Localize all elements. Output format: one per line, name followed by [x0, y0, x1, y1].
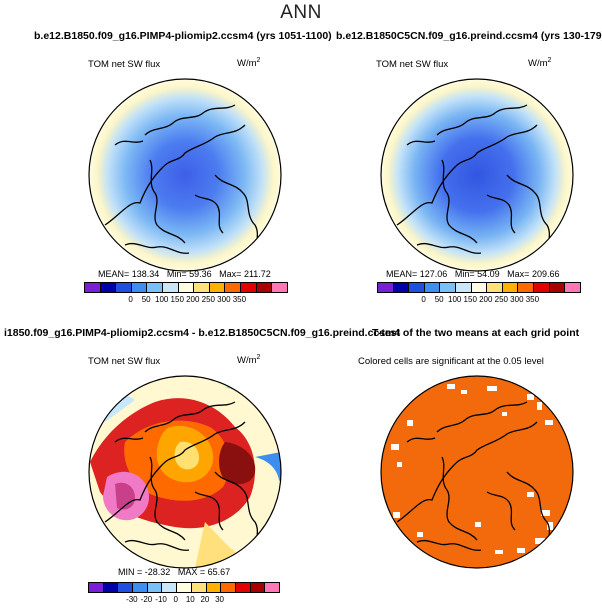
significance-fill: [381, 376, 573, 568]
field-fill: [381, 79, 573, 271]
colorbar-tick-label: 0: [173, 595, 178, 604]
colorbar-tick-label: 150: [463, 295, 477, 304]
control-panel-label: TOM net SW flux: [376, 59, 449, 70]
colorbar-swatch: [518, 283, 535, 292]
difference-panel-units: W/m2: [237, 354, 261, 367]
map-border: [88, 375, 282, 569]
colorbar-swatch: [85, 283, 101, 292]
colorbar-tick-label: 50: [141, 295, 151, 304]
non-significant-cells: [391, 384, 553, 554]
colorbar-swatch: [194, 283, 210, 292]
colorbar-swatch: [549, 283, 566, 292]
colorbar-swatch: [209, 283, 226, 292]
colorbar-swatch: [103, 583, 119, 592]
map-border: [380, 78, 574, 272]
colorbar-swatch: [162, 583, 178, 592]
colorbar-swatch: [221, 583, 236, 592]
difference-panel-label: TOM net SW flux: [88, 356, 161, 367]
colorbar-tick-label: 200: [186, 295, 200, 304]
colorbar-swatch: [225, 283, 242, 292]
colorbar-tick-label: 300: [217, 295, 231, 304]
colorbar-tick-label: 0: [128, 295, 133, 304]
control-panel-colorbar: [377, 282, 581, 293]
colorbar-swatch: [116, 283, 132, 292]
colorbar-swatch: [89, 583, 104, 592]
ttest-panel-map: [380, 375, 574, 569]
colorbar-swatch: [272, 283, 287, 292]
colorbar-tick-label: 100: [155, 295, 169, 304]
case-panel-units: W/m2: [237, 57, 261, 70]
map-border: [380, 375, 574, 569]
colorbar-swatch: [265, 583, 279, 592]
colorbar-swatch: [440, 283, 457, 292]
colorbar-swatch: [131, 283, 148, 292]
map-border: [88, 78, 282, 272]
colorbar-tick-label: 50: [434, 295, 444, 304]
colorbar-swatch: [241, 283, 257, 292]
difference-panel-map: [88, 375, 282, 569]
colorbar-tick-label: -10: [155, 595, 167, 604]
colorbar-swatch: [534, 283, 550, 292]
control-panel-title: b.e12.B1850C5CN.f09_g16.preind.ccsm4 (yr…: [336, 30, 602, 42]
difference-panel-title: i1850.f09_g16.PIMP4-pliomip2.ccsm4 - b.e…: [4, 327, 401, 339]
control-panel-stats: MEAN= 127.06 Min= 54.09 Max= 209.66: [386, 269, 560, 279]
colorbar-tick-label: 30: [215, 595, 224, 604]
case-panel-stats: MEAN= 138.34 Min= 59.36 Max= 211.72: [98, 269, 271, 279]
colorbar-swatch: [256, 283, 273, 292]
colorbar-swatch: [424, 283, 441, 292]
case-panel-title: b.e12.B1850.f09_g16.PIMP4-pliomip2.ccsm4…: [34, 30, 332, 42]
ttest-panel-title: T-test of the two means at each grid poi…: [372, 327, 580, 339]
colorbar-swatch: [163, 283, 179, 292]
colorbar-tick-label: 250: [201, 295, 215, 304]
colorbar-swatch: [565, 283, 580, 292]
colorbar-tick-label: 350: [525, 295, 540, 304]
colorbar-tick-label: 150: [170, 295, 184, 304]
field-fill: [89, 79, 281, 271]
case-panel-colorbar: [84, 282, 288, 293]
colorbar-tick-label: 350: [232, 295, 247, 304]
colorbar-tick-label: 20: [200, 595, 210, 604]
colorbar-swatch: [178, 283, 195, 292]
case-panel-label: TOM net SW flux: [88, 59, 161, 70]
control-panel-map: [380, 78, 574, 272]
colorbar-tick-label: -20: [140, 595, 153, 604]
colorbar-swatch: [378, 283, 394, 292]
colorbar-swatch: [147, 583, 163, 592]
colorbar-tick-label: 10: [185, 595, 195, 604]
control-panel-units: W/m2: [528, 57, 552, 70]
difference-panel-stats: MIN = -28.32 MAX = 65.67: [118, 567, 231, 577]
colorbar-swatch: [393, 283, 410, 292]
colorbar-swatch: [206, 583, 222, 592]
colorbar-swatch: [235, 583, 251, 592]
colorbar-swatch: [191, 583, 207, 592]
colorbar-swatch: [250, 583, 266, 592]
colorbar-tick-label: 300: [510, 295, 524, 304]
colorbar-tick-label: 200: [479, 295, 493, 304]
coastlines: [396, 104, 552, 258]
figure-title: ANN: [280, 2, 322, 23]
colorbar-tick-label: 0: [421, 295, 426, 304]
colorbar-tick-label: 100: [448, 295, 462, 304]
colorbar-swatch: [487, 283, 503, 292]
colorbar-swatch: [471, 283, 488, 292]
colorbar-swatch: [177, 583, 192, 592]
colorbar-swatch: [133, 583, 148, 592]
coastlines: [396, 401, 552, 555]
colorbar-swatch: [456, 283, 472, 292]
colorbar-tick-label: -30: [126, 595, 138, 604]
colorbar-tick-label: 250: [494, 295, 508, 304]
case-panel-map: [88, 78, 282, 272]
colorbar-swatch: [502, 283, 519, 292]
ttest-panel-label: Colored cells are significant at the 0.0…: [358, 356, 544, 367]
colorbar-swatch: [100, 283, 117, 292]
difference-panel-colorbar: [88, 582, 280, 593]
colorbar-swatch: [409, 283, 425, 292]
colorbar-swatch: [118, 583, 134, 592]
colorbar-swatch: [147, 283, 164, 292]
